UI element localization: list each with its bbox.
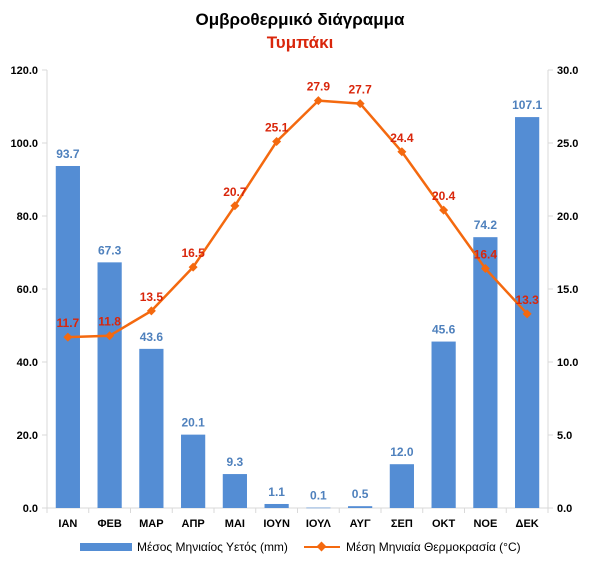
legend-label-temperature: Μέση Μηνιαία Θερμοκρασία (°C) (346, 540, 521, 554)
bar-data-label: 20.1 (181, 416, 205, 430)
temperature-data-label: 13.3 (515, 293, 539, 307)
bars-group (55, 117, 540, 509)
temperature-line (67, 99, 529, 339)
x-tick-label: ΙΑΝ (58, 518, 77, 530)
temperature-data-label: 13.5 (140, 290, 164, 304)
chart-title: Ομβροθερμικό διάγραμμα (195, 10, 405, 29)
temperature-point-5 (230, 201, 240, 211)
y-left-tick-label: 20.0 (17, 430, 38, 442)
x-tick-label: ΙΟΥΛ (306, 518, 332, 530)
temperature-data-label: 20.4 (432, 189, 456, 203)
y-right-tick-label: 20.0 (557, 211, 578, 223)
bar-9 (389, 464, 414, 508)
temperature-data-label: 27.9 (307, 80, 331, 94)
bar-11 (473, 237, 498, 509)
bar-6 (264, 503, 289, 508)
bar-data-label: 12.0 (390, 445, 414, 459)
y-left-tick-label: 60.0 (17, 284, 38, 296)
y-right-tick-label: 15.0 (557, 284, 578, 296)
temperature-point-12 (522, 309, 532, 319)
x-tick-label: ΑΥΓ (350, 518, 371, 530)
x-tick-label: ΜΑΙ (225, 518, 245, 530)
x-tick-label: ΜΑΡ (139, 518, 163, 530)
temperature-point-11 (480, 264, 490, 274)
temperature-data-label: 16.4 (474, 248, 498, 262)
y-right-tick-label: 25.0 (557, 138, 578, 150)
legend-line-swatch (304, 541, 340, 553)
legend-bar-swatch (80, 543, 132, 551)
bar-labels-group: 93.7 67.3 43.6 20.1 9.3 1.1 0.1 0.5 12.0 45.6 74.2… (56, 98, 542, 503)
bar-data-label: 43.6 (140, 330, 164, 344)
y-right-tick-label: 0.0 (557, 503, 572, 515)
temperature-point-9 (397, 147, 407, 157)
y-left-tick-label: 100.0 (10, 138, 38, 150)
chart-subtitle: Τυμπάκι (266, 33, 334, 52)
temperature-point-10 (439, 205, 449, 215)
temperature-data-label: 20.7 (223, 185, 247, 199)
y-left-tick-label: 80.0 (17, 211, 38, 223)
y-right-tick-label: 5.0 (557, 430, 572, 442)
bar-4 (181, 434, 206, 508)
temperature-data-label: 24.4 (390, 131, 414, 145)
x-tick-label: ΟΚΤ (432, 518, 456, 530)
x-tick-label: ΑΠΡ (182, 518, 205, 530)
bar-data-label: 9.3 (227, 455, 244, 469)
x-tick-label: ΝΟΕ (473, 518, 497, 530)
bar-7 (306, 507, 331, 509)
temperature-point-1 (63, 332, 73, 342)
y-right-tick-label: 10.0 (557, 357, 578, 369)
bar-10 (431, 341, 456, 508)
bar-data-label: 74.2 (474, 218, 498, 232)
y-left-tick-label: 120.0 (10, 65, 38, 77)
x-tick-label: ΣΕΠ (391, 518, 413, 530)
bar-data-label: 93.7 (56, 147, 80, 161)
bar-5 (222, 474, 247, 508)
bar-data-label: 45.6 (432, 323, 456, 337)
y-right-tick-label: 30.0 (557, 65, 578, 77)
legend-item-temperature: Μέση Μηνιαία Θερμοκρασία (°C) (304, 540, 521, 554)
bar-data-label: 0.5 (352, 487, 369, 501)
bar-data-label: 0.1 (310, 489, 327, 503)
bar-2 (97, 262, 122, 508)
temperature-data-label: 11.8 (98, 315, 121, 329)
bar-data-label: 1.1 (268, 485, 285, 499)
temperature-point-3 (146, 306, 156, 316)
x-tick-label: ΦΕΒ (97, 518, 121, 530)
bar-8 (348, 506, 373, 508)
temperature-data-label: 25.1 (265, 121, 289, 135)
bar-data-label: 107.1 (512, 98, 542, 112)
legend-item-precipitation: Μέσος Μηνιαίος Υετός (mm) (80, 540, 288, 554)
axes: 0.0 20.0 40.0 60.0 80.0 100.0 120.0 0.0 5.0 10.0 1… (10, 65, 578, 530)
temperature-point-2 (105, 331, 115, 341)
temperature-point-8 (355, 99, 365, 109)
temperature-data-label: 27.7 (348, 83, 372, 97)
temperature-data-label: 16.5 (181, 246, 205, 260)
temperature-point-4 (188, 262, 198, 272)
bar-data-label: 67.3 (98, 243, 122, 257)
y-left-tick-label: 40.0 (17, 357, 38, 369)
temperature-data-label: 11.7 (57, 316, 80, 330)
bar-3 (139, 348, 164, 508)
x-tick-label: ΙΟΥΝ (263, 518, 290, 530)
y-left-tick-label: 0.0 (23, 503, 38, 515)
line-labels-group: 11.7 11.8 13.5 16.5 20.7 25.1 27.9 27.7 24.4 20.4… (57, 80, 540, 331)
x-tick-label: ΔΕΚ (516, 518, 539, 530)
temperature-point-7 (313, 96, 323, 106)
legend: Μέσος Μηνιαίος Υετός (mm) Μέση Μηνιαία Θ… (0, 540, 600, 562)
line-series-group (63, 96, 532, 342)
legend-label-precipitation: Μέσος Μηνιαίος Υετός (mm) (137, 540, 288, 554)
temperature-point-6 (272, 137, 282, 147)
